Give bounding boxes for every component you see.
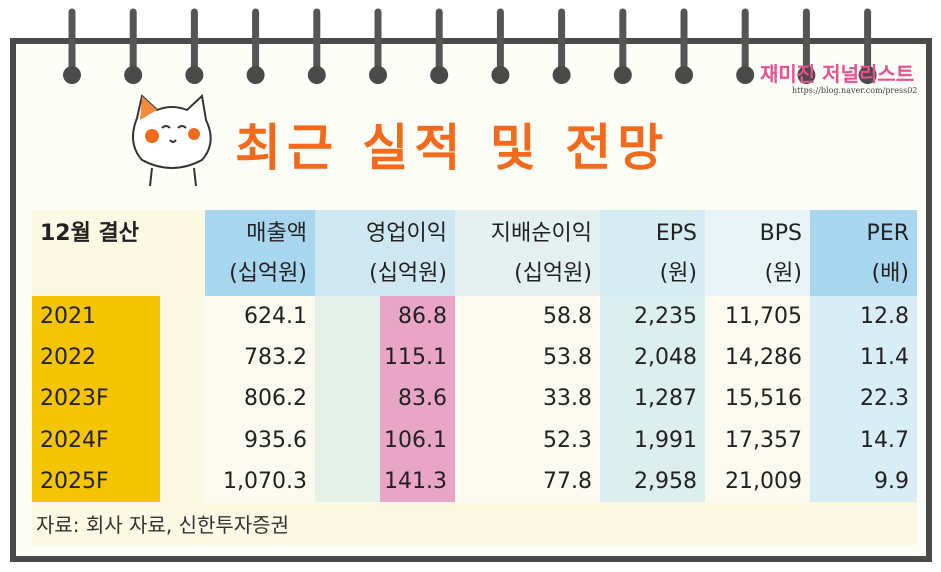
value-cell: 806.2 bbox=[205, 378, 315, 420]
value-cell: 624.1 bbox=[205, 296, 315, 338]
ring-hole bbox=[430, 66, 449, 84]
ring-hole bbox=[797, 66, 816, 84]
header-name: 지배순이익 bbox=[455, 210, 600, 253]
header-name: 12월 결산 bbox=[32, 210, 205, 253]
value-cell: 11,705 bbox=[705, 296, 810, 338]
header-blank bbox=[32, 253, 205, 296]
ring-hole bbox=[185, 66, 204, 84]
ring-hole bbox=[63, 66, 81, 84]
title: 최근 실적 및 전망 bbox=[235, 119, 670, 177]
logo: 재미진 저널리스트 bbox=[760, 62, 915, 86]
year-cell: 2025F bbox=[32, 460, 160, 502]
year-cell: 2023F bbox=[32, 378, 160, 420]
value-cell: 21,009 bbox=[705, 460, 810, 502]
binder-rings bbox=[63, 8, 877, 84]
value-cell: 1,991 bbox=[600, 419, 705, 461]
value-cell: 17,357 bbox=[705, 419, 810, 461]
value-cell: 14,286 bbox=[705, 337, 810, 379]
value-cell: 52.3 bbox=[455, 419, 600, 461]
ring-hole bbox=[307, 66, 326, 84]
year-cell: 2024F bbox=[32, 419, 160, 461]
header-name: PER bbox=[810, 210, 917, 253]
value-cell: 53.8 bbox=[455, 337, 600, 379]
value-cell: 12.8 bbox=[810, 296, 917, 338]
source-note: 자료: 회사 자료, 신한투자증권 bbox=[36, 513, 289, 537]
header-name: 매출액 bbox=[205, 210, 315, 253]
header-unit: (십억원) bbox=[205, 253, 315, 296]
value-cell: 106.1 bbox=[315, 419, 455, 461]
ring-hole bbox=[552, 66, 571, 84]
header-name: BPS bbox=[705, 210, 810, 253]
value-cell: 1,070.3 bbox=[205, 460, 315, 502]
value-cell: 33.8 bbox=[455, 378, 600, 420]
year-cell: 2021 bbox=[32, 296, 160, 338]
value-cell: 783.2 bbox=[205, 337, 315, 379]
value-cell: 115.1 bbox=[315, 337, 455, 379]
ring-hole bbox=[613, 66, 632, 84]
year-cell: 2022 bbox=[32, 337, 160, 379]
header-unit: (십억원) bbox=[455, 253, 600, 296]
header-unit: (십억원) bbox=[315, 253, 455, 296]
value-cell: 15,516 bbox=[705, 378, 810, 420]
value-cell: 77.8 bbox=[455, 460, 600, 502]
value-cell: 22.3 bbox=[810, 378, 917, 420]
ring-hole bbox=[736, 66, 755, 84]
ring-hole bbox=[246, 66, 265, 84]
value-cell: 11.4 bbox=[810, 337, 917, 379]
header-unit: (원) bbox=[705, 253, 810, 296]
header-name: EPS bbox=[600, 210, 705, 253]
value-cell: 83.6 bbox=[315, 378, 455, 420]
header-name: 영업이익 bbox=[315, 210, 455, 253]
ring-hole bbox=[858, 66, 877, 84]
ring-hole bbox=[369, 66, 387, 84]
value-cell: 86.8 bbox=[315, 296, 455, 338]
ring-hole bbox=[124, 66, 143, 84]
ring-hole bbox=[675, 66, 693, 84]
value-cell: 2,235 bbox=[600, 296, 705, 338]
value-cell: 14.7 bbox=[810, 419, 917, 461]
ring-hole bbox=[491, 66, 510, 84]
value-cell: 2,048 bbox=[600, 337, 705, 379]
value-cell: 141.3 bbox=[315, 460, 455, 502]
cat-icon bbox=[132, 93, 212, 187]
value-cell: 935.6 bbox=[205, 419, 315, 461]
header-unit: (배) bbox=[810, 253, 917, 296]
table: 12월 결산 매출액 (십억원) 영업이익 (십억원) 지배순이익 (십억원) EPS (원) B… bbox=[32, 210, 917, 545]
blog-url: https://blog.naver.com/press02 bbox=[792, 86, 918, 95]
value-cell: 9.9 bbox=[810, 460, 917, 502]
value-cell: 2,958 bbox=[600, 460, 705, 502]
header-unit: (원) bbox=[600, 253, 705, 296]
value-cell: 1,287 bbox=[600, 378, 705, 420]
value-cell: 58.8 bbox=[455, 296, 600, 338]
